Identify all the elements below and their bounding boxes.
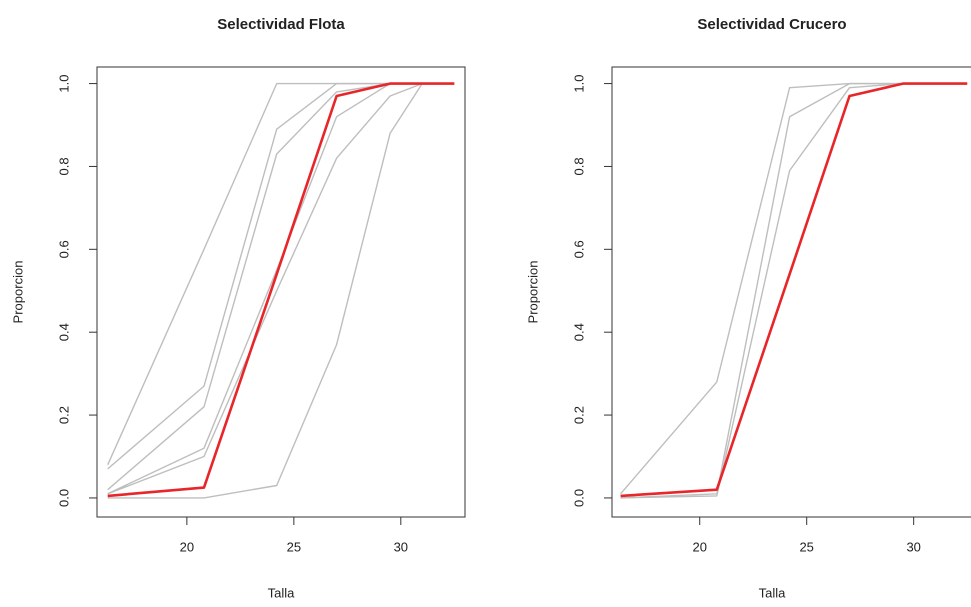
plot-box: [611, 66, 971, 518]
line: [620, 82, 968, 495]
line: [107, 82, 455, 470]
x-axis-label: Talla: [759, 585, 787, 600]
line: [107, 82, 455, 491]
y-tick-label: 0.4: [56, 323, 71, 341]
x-tick-label: 20: [180, 539, 194, 554]
highlight-line: [107, 82, 455, 498]
chart-title: Selectividad Flota: [217, 16, 345, 33]
y-tick-label: 0.0: [571, 489, 586, 507]
y-tick-label: 0.8: [56, 157, 71, 175]
line: [107, 82, 455, 499]
chart-title: Selectividad Crucero: [697, 16, 846, 33]
x-tick-label: 30: [394, 539, 408, 554]
panel: Selectividad Crucero Talla Proporcion 20 25 3…: [525, 16, 971, 600]
y-tick-label: 0.0: [56, 489, 71, 507]
line: [620, 82, 968, 499]
y-tick-label: 0.2: [56, 406, 71, 424]
line: [107, 82, 455, 466]
y-tick-label: 0.8: [571, 157, 586, 175]
y-axis-label: Proporcion: [10, 261, 25, 324]
x-tick-label: 30: [906, 539, 920, 554]
plot-box: [96, 66, 466, 518]
y-tick-label: 0.2: [571, 406, 586, 424]
x-tick-label: 25: [287, 539, 301, 554]
y-tick-label: 0.6: [56, 240, 71, 258]
x-axis-label: Talla: [268, 585, 296, 600]
y-tick-label: 1.0: [56, 75, 71, 93]
highlight-line: [620, 82, 968, 498]
y-tick-label: 0.4: [571, 323, 586, 341]
x-tick-label: 25: [799, 539, 813, 554]
y-tick-label: 0.6: [571, 240, 586, 258]
y-axis-label: Proporcion: [525, 261, 540, 324]
x-tick-label: 20: [692, 539, 706, 554]
panel: Selectividad Flota Talla Proporcion 20 25 30 0…: [10, 16, 466, 600]
line: [107, 82, 455, 495]
line: [620, 82, 968, 499]
line: [107, 82, 455, 495]
y-tick-label: 1.0: [571, 75, 586, 93]
